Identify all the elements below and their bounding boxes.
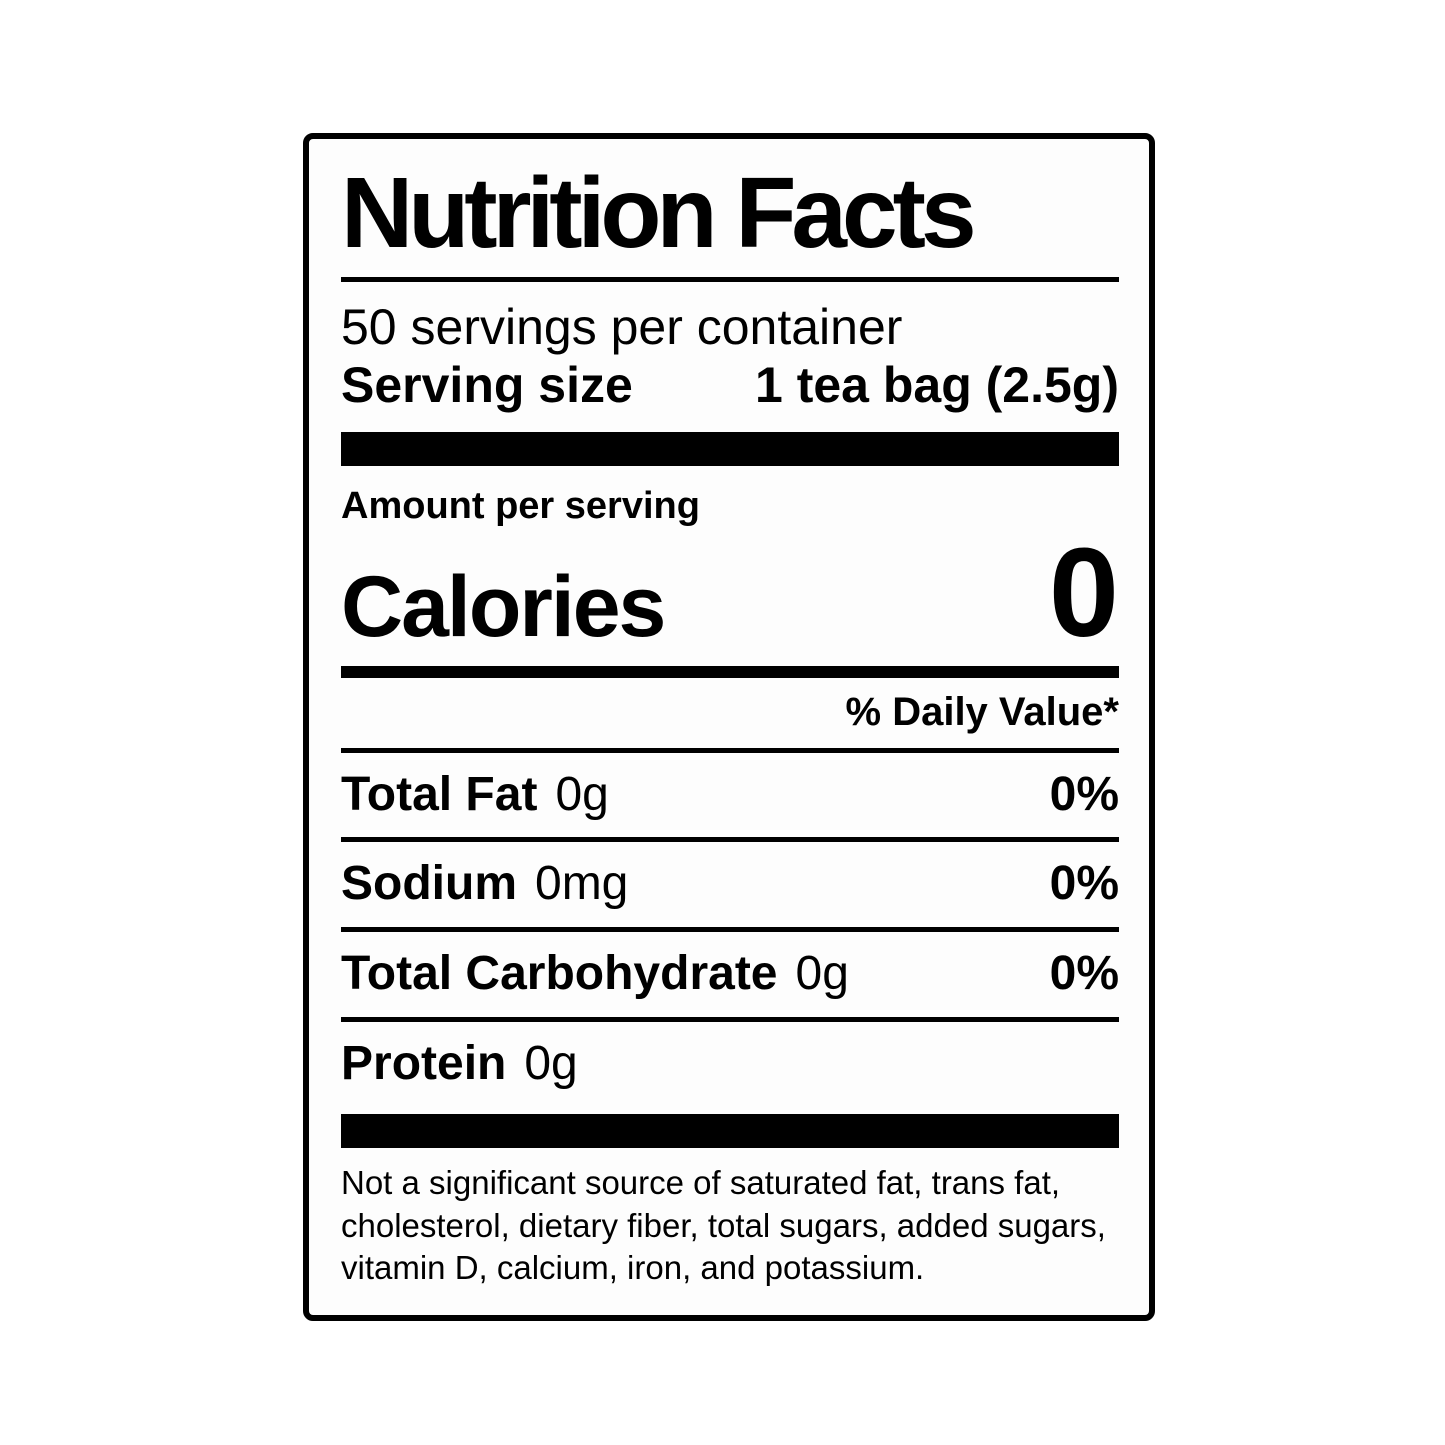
nutrient-row-total-fat: Total Fat 0g 0%	[341, 753, 1119, 838]
amount-per-serving-label: Amount per serving	[341, 485, 700, 527]
divider-after-sodium	[341, 927, 1119, 933]
nutrient-name: Sodium	[341, 857, 517, 911]
nutrient-amount: 0g	[555, 767, 609, 821]
nutrient-amount: 0g	[795, 947, 849, 1001]
serving-size-label: Serving size	[341, 357, 633, 413]
nutrient-row-sodium: Sodium 0mg 0%	[341, 842, 1119, 927]
nutrient-amount: 0g	[524, 1036, 578, 1090]
divider-under-daily-value	[341, 747, 1119, 753]
thick-bar-top	[341, 432, 1119, 466]
nutrient-name: Total Carbohydrate	[341, 947, 778, 1001]
nutrient-daily-value: 0%	[1049, 767, 1119, 821]
divider-under-calories	[341, 665, 1119, 678]
nutrient-daily-value: 0%	[1049, 857, 1119, 911]
thick-bar-bottom	[341, 1114, 1119, 1149]
calories-row: Calories 0	[341, 521, 1119, 663]
nutrient-row-total-carbohydrate: Total Carbohydrate 0g 0%	[341, 932, 1119, 1017]
servings-per-container: 50 servings per container	[341, 299, 903, 355]
nutrition-facts-label: Nutrition Facts 50 servings per containe…	[303, 133, 1155, 1321]
nutrient-amount: 0mg	[535, 857, 629, 911]
divider-under-title	[341, 277, 1119, 282]
divider-after-total-carbohydrate	[341, 1016, 1119, 1022]
nutrient-daily-value: 0%	[1049, 947, 1119, 1001]
calories-value: 0	[1048, 521, 1119, 663]
nutrient-row-protein: Protein 0g	[341, 1022, 1119, 1107]
label-title: Nutrition Facts	[341, 157, 977, 269]
serving-size-value: 1 tea bag (2.5g)	[755, 357, 1119, 413]
calories-label: Calories	[341, 558, 666, 655]
serving-size-row: Serving size 1 tea bag (2.5g)	[341, 356, 1119, 414]
daily-value-header: % Daily Value*	[845, 689, 1119, 734]
divider-after-total-fat	[341, 837, 1119, 843]
nutrient-name: Protein	[341, 1036, 507, 1090]
nutrient-name: Total Fat	[341, 767, 538, 821]
footnote-text: Not a significant source of saturated fa…	[341, 1164, 1106, 1286]
